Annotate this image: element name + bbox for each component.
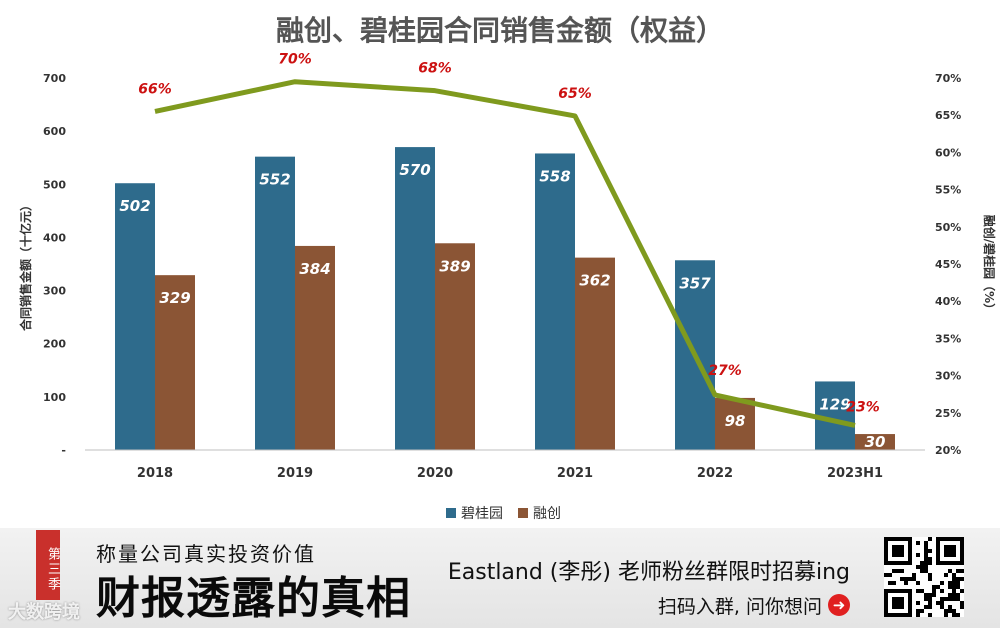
y2-tick-label: 70% xyxy=(935,72,961,85)
y-tick-label: 700 xyxy=(43,72,66,85)
chart-line: 66% 70% 68% 65% 27% 23% xyxy=(138,52,880,428)
chart-title: 融创、碧桂园合同销售金额（权益） xyxy=(276,14,724,47)
y2-tick-label: 60% xyxy=(935,146,961,159)
y2-tick-label: 50% xyxy=(935,221,961,234)
y-tick-label: 100 xyxy=(43,391,66,404)
data-label-biguiyuan: 502 xyxy=(119,197,150,215)
data-label-rongchuang: 362 xyxy=(579,272,610,290)
y-tick-label: 300 xyxy=(43,285,66,298)
data-label-rongchuang: 389 xyxy=(439,257,470,275)
bar-rongchuang xyxy=(155,275,195,450)
season-badge: 第三季 xyxy=(36,530,60,600)
data-label-biguiyuan: 570 xyxy=(399,161,430,179)
chart: 融创、碧桂园合同销售金额（权益） 502 329 552 384 570 389 558 36… xyxy=(18,14,997,522)
bar-biguiyuan xyxy=(395,147,435,451)
x-tick-label: 2020 xyxy=(417,466,453,481)
banner-headline: 财报透露的真相 xyxy=(96,573,411,624)
bar-rongchuang xyxy=(295,245,335,450)
data-label-biguiyuan: 129 xyxy=(819,395,850,413)
qr-code[interactable] xyxy=(884,537,964,617)
x-tick-label: 2021 xyxy=(557,466,593,481)
y2-tick-label: 35% xyxy=(935,332,961,345)
chart-bars: 502 329 552 384 570 389 558 362 357 98 129 30 xyxy=(115,147,895,451)
recruit-text: Eastland (李彤) 老师粉丝群限时招募ing xyxy=(447,560,850,585)
y-tick-label: 200 xyxy=(43,338,66,351)
y2-tick-label: 40% xyxy=(935,295,961,308)
data-label-biguiyuan: 552 xyxy=(259,171,290,189)
ratio-point-label: 68% xyxy=(418,61,452,77)
ratio-point-label: 65% xyxy=(558,86,592,102)
ratio-point-label: 70% xyxy=(278,52,312,68)
data-label-rongchuang: 329 xyxy=(159,289,190,307)
arrow-right-icon[interactable]: ➜ xyxy=(828,594,850,616)
legend-swatch-rongchuang xyxy=(518,508,528,518)
scan-prompt[interactable]: 扫码入群, 问你想问 xyxy=(657,596,822,618)
bar-rongchuang xyxy=(575,257,615,450)
legend-label-rongchuang: 融创 xyxy=(533,506,561,522)
data-label-biguiyuan: 558 xyxy=(539,167,570,185)
ratio-point-label: 23% xyxy=(846,399,880,415)
y-tick-label: 600 xyxy=(43,125,66,138)
x-tick-label: 2023H1 xyxy=(827,466,883,481)
legend-label-biguiyuan: 碧桂园 xyxy=(461,506,503,522)
y2-tick-label: 55% xyxy=(935,184,961,197)
y2-tick-label: 25% xyxy=(935,407,961,420)
bar-rongchuang xyxy=(435,243,475,450)
banner-tagline: 称量公司真实投资价值 xyxy=(96,542,316,566)
data-label-rongchuang: 98 xyxy=(725,412,746,430)
data-label-biguiyuan: 357 xyxy=(679,274,711,292)
x-tick-label: 2022 xyxy=(697,466,733,481)
y-tick-label: - xyxy=(61,444,66,457)
chart-legend: 碧桂园 融创 xyxy=(446,506,561,522)
bar-rongchuang xyxy=(715,397,755,450)
chart-axes: - 100 200 300 400 500 600 700 20% 25% 30% 35% 40% 45%… xyxy=(43,72,961,481)
y2-axis-label: 融创/碧桂园（%） xyxy=(982,215,997,315)
bar-biguiyuan xyxy=(255,156,295,450)
bar-biguiyuan xyxy=(535,153,575,450)
y2-tick-label: 45% xyxy=(935,258,961,271)
y2-tick-label: 20% xyxy=(935,444,961,457)
data-label-rongchuang: 30 xyxy=(865,433,886,451)
ratio-point-label: 66% xyxy=(138,81,172,97)
y-axis-label: 合同销售金额（十亿元） xyxy=(18,199,33,331)
watermark-logo: 大数跨境 xyxy=(8,602,80,623)
y2-tick-label: 30% xyxy=(935,370,961,383)
bar-biguiyuan xyxy=(115,183,155,451)
x-tick-label: 2018 xyxy=(137,466,173,481)
bar-rongchuang xyxy=(855,434,895,450)
y-tick-label: 500 xyxy=(43,178,66,191)
legend-swatch-biguiyuan xyxy=(446,508,456,518)
ratio-point-label: 27% xyxy=(708,363,742,379)
y-tick-label: 400 xyxy=(43,231,66,244)
x-tick-label: 2019 xyxy=(277,466,313,481)
y2-tick-label: 65% xyxy=(935,109,961,122)
data-label-rongchuang: 384 xyxy=(299,260,330,278)
ratio-line xyxy=(154,79,856,428)
